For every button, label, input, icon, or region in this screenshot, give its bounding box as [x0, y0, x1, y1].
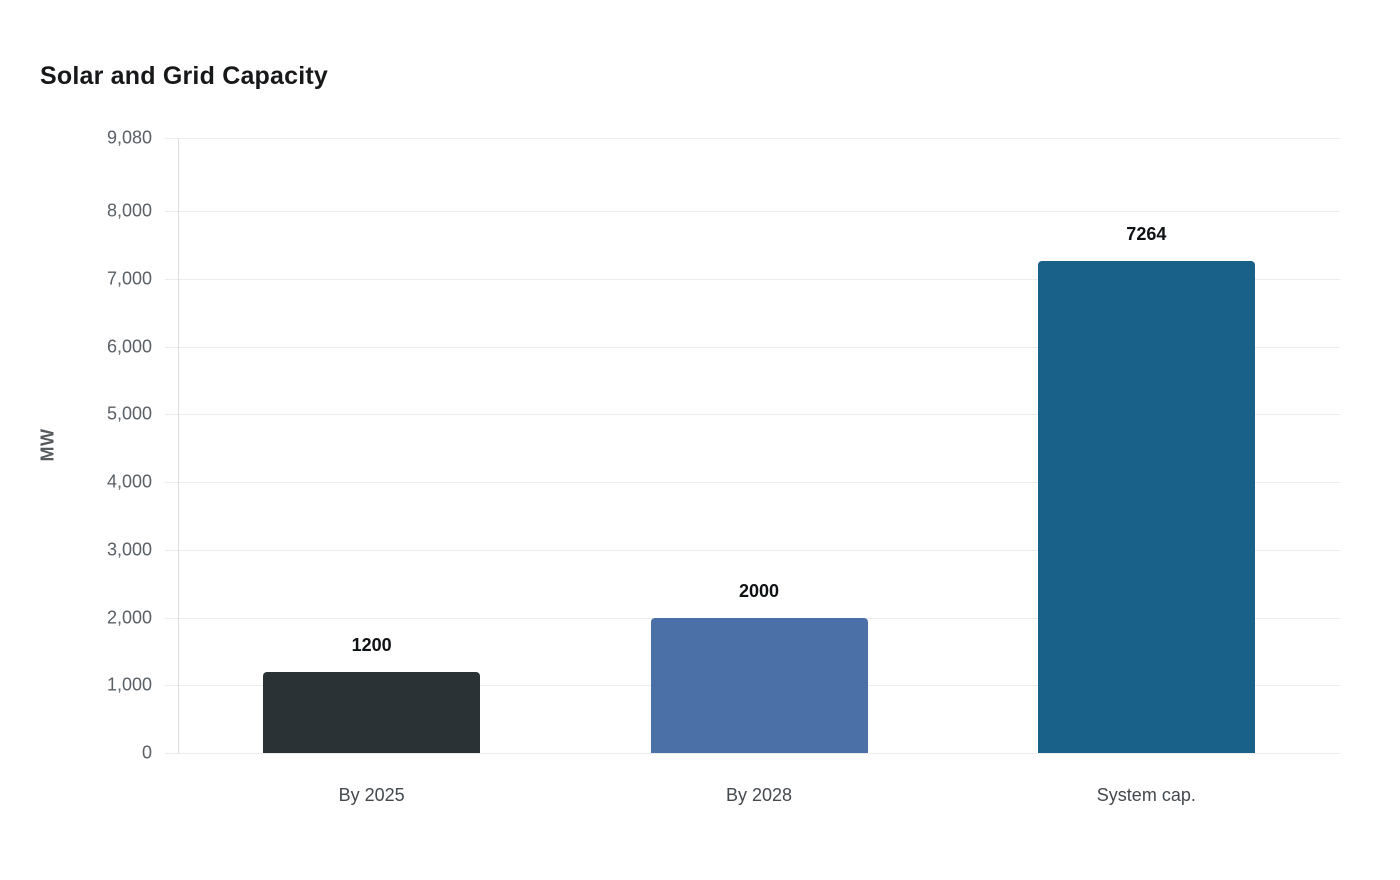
gridline: [165, 482, 1340, 484]
y-axis-title: MW: [37, 428, 58, 462]
y-tick-label: 4,000: [106, 471, 152, 492]
x-category-label: System cap.: [1096, 785, 1196, 805]
chart-title: Solar and Grid Capacity: [40, 62, 329, 90]
y-tick-label: 3,000: [106, 539, 152, 560]
bar-by-2025: [263, 671, 481, 753]
y-tick-label: 2,000: [106, 607, 152, 628]
y-axis-line: [178, 138, 179, 753]
x-category-label: By 2028: [725, 785, 793, 805]
x-category-label: By 2025: [338, 785, 405, 805]
bar-system-cap: [1037, 261, 1255, 753]
gridline: [165, 414, 1340, 416]
plot-area: 0 1,000 2,000 3,000 4,000 5,000 6,000 7,000 8,00…: [107, 128, 1340, 805]
gridline: [165, 278, 1340, 280]
gridline: [165, 346, 1340, 348]
bar-by-2028: [650, 617, 868, 753]
y-tick-label: 1,000: [106, 674, 152, 695]
gridline: [165, 211, 1340, 213]
gridline: [165, 549, 1340, 551]
y-tick-label: 8,000: [106, 200, 152, 221]
y-tick-label: 5,000: [106, 403, 152, 424]
y-tick-label: 9,080: [106, 127, 152, 148]
bar-value-label: 7264: [1126, 224, 1167, 244]
bar-value-label: 1200: [351, 634, 392, 655]
y-tick-label: 7,000: [106, 268, 152, 289]
gridline: [165, 138, 1340, 139]
y-tick-label: 0: [141, 742, 152, 763]
y-tick-label: 6,000: [106, 336, 152, 357]
gridline: [165, 753, 1340, 754]
bar-value-label: 2000: [738, 580, 780, 601]
